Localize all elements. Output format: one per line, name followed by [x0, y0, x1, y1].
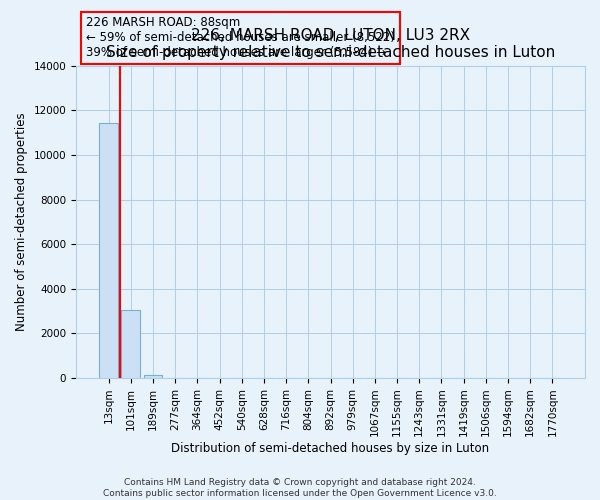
- Bar: [121, 310, 140, 378]
- X-axis label: Distribution of semi-detached houses by size in Luton: Distribution of semi-detached houses by …: [172, 442, 490, 455]
- Text: 226 MARSH ROAD: 88sqm
← 59% of semi-detached houses are smaller (8,522)
39% of s: 226 MARSH ROAD: 88sqm ← 59% of semi-deta…: [86, 16, 395, 60]
- Title: 226, MARSH ROAD, LUTON, LU3 2RX
Size of property relative to semi-detached house: 226, MARSH ROAD, LUTON, LU3 2RX Size of …: [106, 28, 555, 60]
- Bar: [143, 374, 163, 378]
- Text: Contains HM Land Registry data © Crown copyright and database right 2024.
Contai: Contains HM Land Registry data © Crown c…: [103, 478, 497, 498]
- Bar: [99, 122, 118, 378]
- Y-axis label: Number of semi-detached properties: Number of semi-detached properties: [15, 112, 28, 331]
